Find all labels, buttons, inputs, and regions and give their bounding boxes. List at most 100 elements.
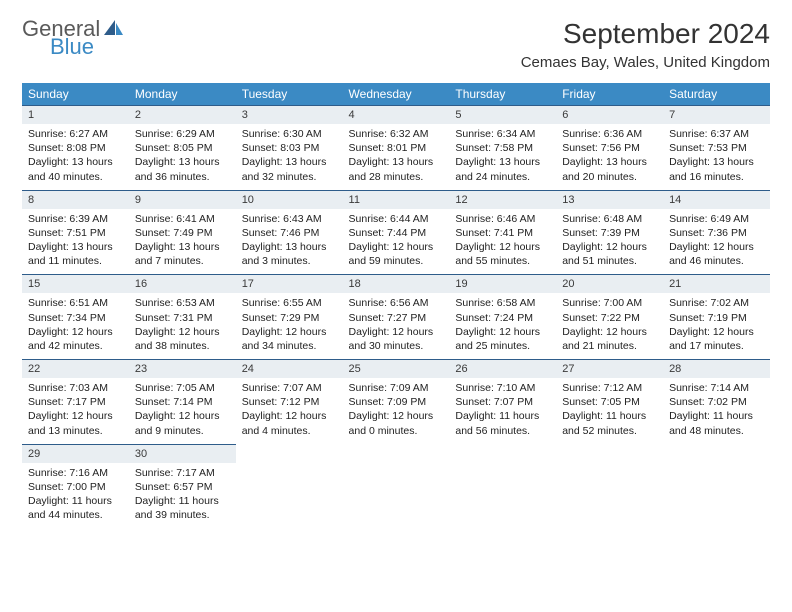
- day-info: Sunrise: 6:41 AMSunset: 7:49 PMDaylight:…: [129, 209, 236, 275]
- daylight-text-2: and 21 minutes.: [562, 339, 657, 353]
- daylight-text-2: and 42 minutes.: [28, 339, 123, 353]
- sunset-text: Sunset: 7:53 PM: [669, 141, 764, 155]
- day-info-cell: [556, 463, 663, 529]
- daylight-text-1: Daylight: 12 hours: [135, 325, 230, 339]
- daylight-text-2: and 40 minutes.: [28, 170, 123, 184]
- day-info-cell: Sunrise: 6:29 AMSunset: 8:05 PMDaylight:…: [129, 124, 236, 190]
- month-title: September 2024: [521, 18, 770, 50]
- daylight-text-2: and 48 minutes.: [669, 424, 764, 438]
- daylight-text-2: and 25 minutes.: [455, 339, 550, 353]
- day-num-cell: [663, 444, 770, 463]
- day-info: Sunrise: 7:16 AMSunset: 7:00 PMDaylight:…: [22, 463, 129, 529]
- daylight-text-1: Daylight: 13 hours: [242, 155, 337, 169]
- day-number: 25: [343, 360, 450, 378]
- daylight-text-2: and 30 minutes.: [349, 339, 444, 353]
- daylight-text-2: and 59 minutes.: [349, 254, 444, 268]
- daylight-text-1: Daylight: 13 hours: [28, 155, 123, 169]
- day-info: Sunrise: 6:53 AMSunset: 7:31 PMDaylight:…: [129, 293, 236, 359]
- daylight-text-1: Daylight: 13 hours: [28, 240, 123, 254]
- day-info: Sunrise: 6:43 AMSunset: 7:46 PMDaylight:…: [236, 209, 343, 275]
- daylight-text-2: and 32 minutes.: [242, 170, 337, 184]
- week-info-row: Sunrise: 7:03 AMSunset: 7:17 PMDaylight:…: [22, 378, 770, 444]
- day-info: Sunrise: 7:02 AMSunset: 7:19 PMDaylight:…: [663, 293, 770, 359]
- day-num-cell: 29: [22, 444, 129, 463]
- day-info-cell: [236, 463, 343, 529]
- day-header: Saturday: [663, 83, 770, 105]
- day-number: 8: [22, 191, 129, 209]
- sunrise-text: Sunrise: 6:34 AM: [455, 127, 550, 141]
- day-num-cell: 15: [22, 274, 129, 293]
- sunset-text: Sunset: 7:31 PM: [135, 311, 230, 325]
- day-info: Sunrise: 7:07 AMSunset: 7:12 PMDaylight:…: [236, 378, 343, 444]
- day-header: Tuesday: [236, 83, 343, 105]
- day-number: 9: [129, 191, 236, 209]
- day-info-cell: Sunrise: 6:39 AMSunset: 7:51 PMDaylight:…: [22, 209, 129, 275]
- daylight-text-1: Daylight: 11 hours: [669, 409, 764, 423]
- day-num-cell: 19: [449, 274, 556, 293]
- day-info-cell: [449, 463, 556, 529]
- sunrise-text: Sunrise: 6:29 AM: [135, 127, 230, 141]
- day-num-cell: 20: [556, 274, 663, 293]
- day-info: Sunrise: 6:55 AMSunset: 7:29 PMDaylight:…: [236, 293, 343, 359]
- day-number: 29: [22, 445, 129, 463]
- day-info-cell: Sunrise: 6:51 AMSunset: 7:34 PMDaylight:…: [22, 293, 129, 359]
- daylight-text-1: Daylight: 13 hours: [135, 155, 230, 169]
- sunrise-text: Sunrise: 6:43 AM: [242, 212, 337, 226]
- day-info-cell: Sunrise: 6:41 AMSunset: 7:49 PMDaylight:…: [129, 209, 236, 275]
- daylight-text-1: Daylight: 13 hours: [669, 155, 764, 169]
- sunrise-text: Sunrise: 7:09 AM: [349, 381, 444, 395]
- daylight-text-1: Daylight: 12 hours: [242, 325, 337, 339]
- day-num-cell: 18: [343, 274, 450, 293]
- day-info: Sunrise: 6:44 AMSunset: 7:44 PMDaylight:…: [343, 209, 450, 275]
- day-num-cell: 11: [343, 190, 450, 209]
- daylight-text-1: Daylight: 11 hours: [455, 409, 550, 423]
- day-info: Sunrise: 7:00 AMSunset: 7:22 PMDaylight:…: [556, 293, 663, 359]
- day-info: Sunrise: 6:27 AMSunset: 8:08 PMDaylight:…: [22, 124, 129, 190]
- day-info: Sunrise: 6:58 AMSunset: 7:24 PMDaylight:…: [449, 293, 556, 359]
- daylight-text-2: and 0 minutes.: [349, 424, 444, 438]
- daylight-text-2: and 24 minutes.: [455, 170, 550, 184]
- day-num-cell: 7: [663, 105, 770, 124]
- day-header: Wednesday: [343, 83, 450, 105]
- daylight-text-1: Daylight: 13 hours: [349, 155, 444, 169]
- sunrise-text: Sunrise: 7:07 AM: [242, 381, 337, 395]
- day-num-cell: 21: [663, 274, 770, 293]
- day-num-cell: 10: [236, 190, 343, 209]
- day-info-cell: Sunrise: 7:05 AMSunset: 7:14 PMDaylight:…: [129, 378, 236, 444]
- sunset-text: Sunset: 7:46 PM: [242, 226, 337, 240]
- sunset-text: Sunset: 7:49 PM: [135, 226, 230, 240]
- sunrise-text: Sunrise: 6:44 AM: [349, 212, 444, 226]
- sunrise-text: Sunrise: 6:56 AM: [349, 296, 444, 310]
- daylight-text-2: and 36 minutes.: [135, 170, 230, 184]
- day-info: Sunrise: 6:39 AMSunset: 7:51 PMDaylight:…: [22, 209, 129, 275]
- daylight-text-1: Daylight: 12 hours: [669, 240, 764, 254]
- day-info-cell: Sunrise: 6:48 AMSunset: 7:39 PMDaylight:…: [556, 209, 663, 275]
- sunrise-text: Sunrise: 7:03 AM: [28, 381, 123, 395]
- daylight-text-1: Daylight: 12 hours: [562, 325, 657, 339]
- day-number: 28: [663, 360, 770, 378]
- sunset-text: Sunset: 7:24 PM: [455, 311, 550, 325]
- daylight-text-1: Daylight: 13 hours: [135, 240, 230, 254]
- sunrise-text: Sunrise: 6:58 AM: [455, 296, 550, 310]
- week-info-row: Sunrise: 6:39 AMSunset: 7:51 PMDaylight:…: [22, 209, 770, 275]
- daylight-text-2: and 7 minutes.: [135, 254, 230, 268]
- sunset-text: Sunset: 7:39 PM: [562, 226, 657, 240]
- sunset-text: Sunset: 8:01 PM: [349, 141, 444, 155]
- day-number: 20: [556, 275, 663, 293]
- calendar-body: 1234567Sunrise: 6:27 AMSunset: 8:08 PMDa…: [22, 105, 770, 528]
- sunrise-text: Sunrise: 6:46 AM: [455, 212, 550, 226]
- day-info: Sunrise: 7:12 AMSunset: 7:05 PMDaylight:…: [556, 378, 663, 444]
- day-num-cell: 5: [449, 105, 556, 124]
- daylight-text-2: and 13 minutes.: [28, 424, 123, 438]
- day-number: 13: [556, 191, 663, 209]
- daylight-text-1: Daylight: 12 hours: [135, 409, 230, 423]
- sunset-text: Sunset: 7:05 PM: [562, 395, 657, 409]
- daylight-text-2: and 51 minutes.: [562, 254, 657, 268]
- day-header-row: SundayMondayTuesdayWednesdayThursdayFrid…: [22, 83, 770, 105]
- header: General Blue September 2024 Cemaes Bay, …: [22, 18, 770, 71]
- day-num-cell: 1: [22, 105, 129, 124]
- sunset-text: Sunset: 7:29 PM: [242, 311, 337, 325]
- sunset-text: Sunset: 7:44 PM: [349, 226, 444, 240]
- day-number: 26: [449, 360, 556, 378]
- sunset-text: Sunset: 7:36 PM: [669, 226, 764, 240]
